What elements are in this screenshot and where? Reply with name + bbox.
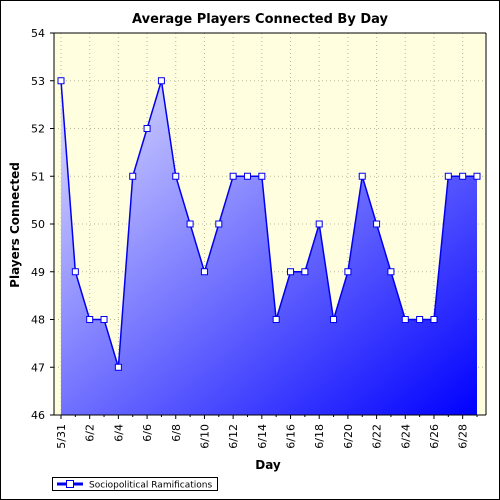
data-point xyxy=(129,172,137,180)
x-tick-label: 6/2 xyxy=(84,424,97,442)
axes xyxy=(50,32,487,419)
data-point xyxy=(416,316,424,323)
x-tick-label: 6/4 xyxy=(112,424,125,442)
y-tick-label: 49 xyxy=(31,266,45,279)
data-point xyxy=(287,268,295,276)
series-markers xyxy=(57,77,481,371)
y-tick-label: 53 xyxy=(31,75,45,88)
y-axis-title: Players Connected xyxy=(8,162,22,288)
data-point xyxy=(373,220,381,228)
x-tick-label: 5/31 xyxy=(55,424,68,449)
y-tick-label: 50 xyxy=(31,218,45,231)
y-tick-label: 47 xyxy=(31,361,45,374)
data-point xyxy=(229,172,237,180)
data-point xyxy=(401,316,409,323)
legend-marker-swatch xyxy=(66,480,74,488)
data-point xyxy=(301,268,309,276)
data-point xyxy=(315,220,323,228)
x-tick-label: 6/24 xyxy=(399,424,412,449)
y-tick-label: 48 xyxy=(31,314,45,327)
data-point xyxy=(100,316,108,323)
x-tick-label: 6/8 xyxy=(170,424,183,442)
data-point xyxy=(71,268,79,276)
data-point xyxy=(473,172,481,180)
x-tick-label: 6/28 xyxy=(457,424,470,449)
data-point xyxy=(444,172,452,180)
chart-title: Average Players Connected By Day xyxy=(132,12,388,27)
data-point xyxy=(172,172,180,180)
x-tick-label: 6/10 xyxy=(198,424,211,449)
x-axis-title: Day xyxy=(255,458,281,472)
data-point xyxy=(86,316,94,323)
legend-label: Sociopolitical Ramifications xyxy=(89,481,212,491)
data-point xyxy=(344,268,352,276)
data-point xyxy=(57,77,65,85)
data-point xyxy=(272,316,280,323)
legend-box xyxy=(52,477,218,491)
x-tick-labels: 5/31 6/2 6/4 6/6 6/8 6/10 6/12 6/14 6/16 6/18 6/20… xyxy=(55,424,470,449)
x-tick-label: 6/16 xyxy=(285,424,298,449)
data-point xyxy=(387,268,395,276)
data-point xyxy=(157,77,165,85)
x-tick-label: 6/26 xyxy=(428,424,441,449)
y-tick-label: 51 xyxy=(31,170,45,183)
data-point xyxy=(430,316,438,323)
data-point xyxy=(215,220,223,228)
data-point xyxy=(200,268,208,276)
data-point xyxy=(459,172,467,180)
x-tick-label: 6/18 xyxy=(313,424,326,449)
y-tick-label: 52 xyxy=(31,123,45,136)
data-point xyxy=(258,172,266,180)
x-tick-label: 6/20 xyxy=(342,424,355,449)
y-tick-labels: 46 47 48 49 50 51 52 53 54 xyxy=(31,27,45,422)
x-tick-label: 6/22 xyxy=(371,424,384,449)
data-point xyxy=(358,172,366,180)
x-tick-label: 6/12 xyxy=(227,424,240,449)
data-point xyxy=(330,316,338,323)
y-tick-label: 54 xyxy=(31,27,45,40)
data-point xyxy=(143,125,151,132)
data-point xyxy=(186,220,194,228)
data-point xyxy=(114,363,122,371)
data-point xyxy=(243,172,251,180)
x-tick-label: 6/14 xyxy=(256,424,269,449)
legend: Sociopolitical Ramifications xyxy=(52,477,218,491)
y-tick-label: 46 xyxy=(31,409,45,422)
x-tick-label: 6/6 xyxy=(141,424,154,442)
